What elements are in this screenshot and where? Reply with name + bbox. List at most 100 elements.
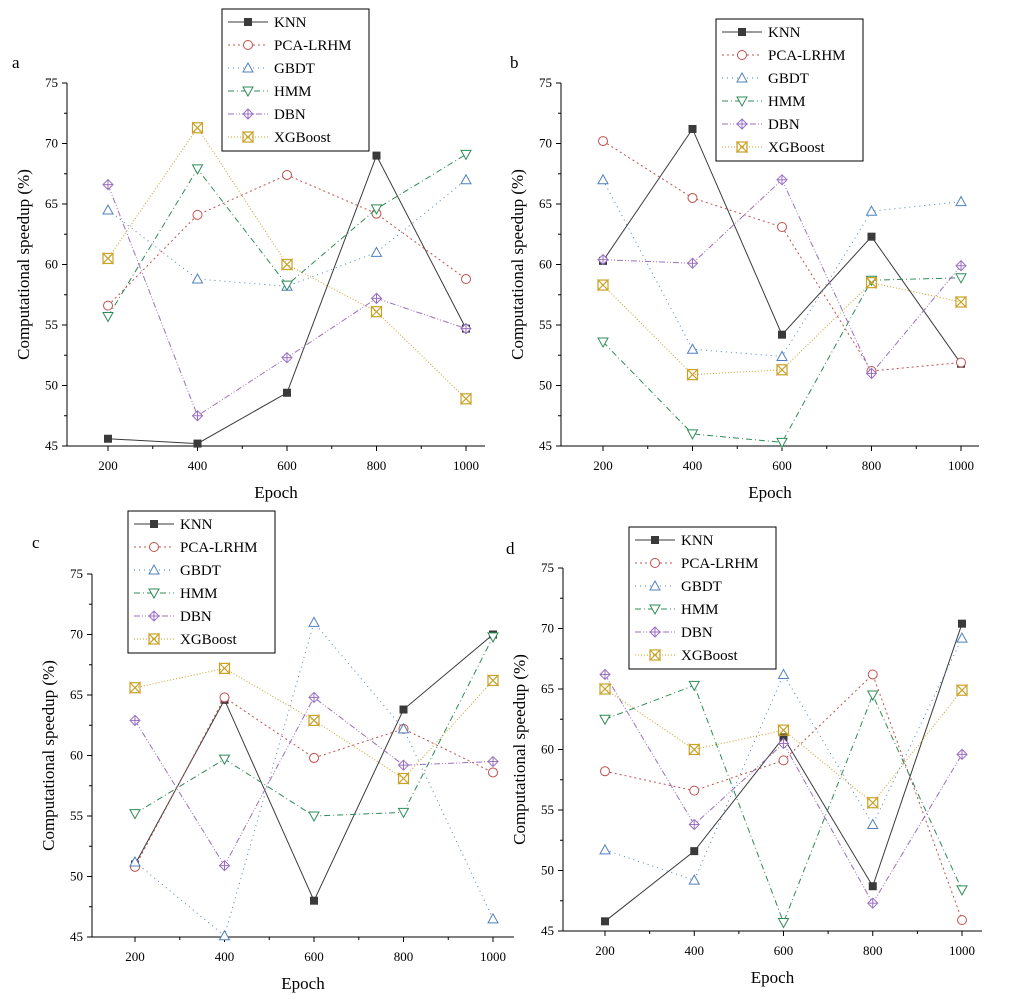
legend-marker <box>736 118 748 130</box>
data-point-hmm <box>281 280 293 292</box>
data-point-knn <box>283 388 291 397</box>
x-tick-label: 1000 <box>480 949 506 964</box>
data-point-dbn <box>218 859 231 872</box>
data-point-dbn <box>956 748 968 761</box>
legend-marker <box>148 563 160 575</box>
legend-label-xgboost: XGBoost <box>768 140 826 156</box>
y-tick-label: 60 <box>541 742 554 757</box>
data-point-dbn <box>776 174 788 186</box>
data-point-xgboost <box>777 723 790 737</box>
data-point-pca-lrhm <box>192 209 203 220</box>
legend-label-gbdt: GBDT <box>180 563 221 579</box>
data-point-xgboost <box>370 305 383 319</box>
data-point-gbdt <box>686 343 699 354</box>
data-point-dbn <box>370 292 383 305</box>
data-point-xgboost <box>955 295 967 309</box>
data-point-dbn <box>865 367 878 380</box>
data-point-knn <box>399 705 408 714</box>
data-point-hmm <box>686 429 699 440</box>
data-point-knn <box>958 619 966 628</box>
panel-letter: d <box>506 539 515 558</box>
data-point-dbn <box>129 714 141 727</box>
y-tick-label: 45 <box>45 438 58 453</box>
data-point-hmm <box>397 807 410 819</box>
data-point-pca-lrhm <box>956 357 966 368</box>
legend-box <box>628 526 777 670</box>
y-tick-label: 50 <box>45 378 58 393</box>
legend: KNN PCA-LRHM GBDT HMM DBN XGBoost <box>715 18 864 162</box>
y-tick-label: 45 <box>539 438 552 453</box>
legend-label-gbdt: GBDT <box>768 71 809 87</box>
data-point-xgboost <box>460 392 472 406</box>
x-axis-label: Epoch <box>751 968 795 987</box>
data-point-gbdt <box>688 874 701 885</box>
data-point-dbn <box>777 737 790 750</box>
series-line-hmm <box>604 684 963 924</box>
data-point-knn <box>779 733 788 742</box>
y-tick-label: 55 <box>45 317 58 332</box>
data-point-xgboost <box>397 772 410 785</box>
y-axis-label: Computational speedup (%) <box>39 660 58 851</box>
legend-label-hmm: HMM <box>768 94 806 110</box>
series-line-dbn <box>604 674 963 905</box>
data-point-gbdt <box>865 205 878 216</box>
data-point-gbdt <box>102 204 114 215</box>
legend-label-gbdt: GBDT <box>274 61 315 77</box>
series-line-hmm <box>602 277 962 443</box>
x-tick-label: 200 <box>595 943 615 958</box>
data-point-xgboost <box>308 713 320 727</box>
y-tick-label: 75 <box>45 75 58 90</box>
data-point-gbdt <box>487 912 499 924</box>
legend-label-hmm: HMM <box>180 586 218 602</box>
legend-label-knn: KNN <box>768 25 801 41</box>
data-point-dbn <box>867 897 879 909</box>
legend-marker <box>150 520 158 528</box>
data-point-pca-lrhm <box>957 915 967 926</box>
legend-label-hmm: HMM <box>681 602 719 618</box>
y-tick-label: 70 <box>539 136 552 151</box>
legend-marker <box>649 579 661 591</box>
y-tick-label: 55 <box>541 802 554 817</box>
data-point-hmm <box>777 918 790 929</box>
data-point-knn <box>867 232 876 241</box>
data-point-xgboost <box>956 683 968 697</box>
data-point-knn <box>372 151 381 160</box>
data-point-gbdt <box>597 173 609 185</box>
series-line-pca-lrhm <box>134 696 494 868</box>
legend-marker <box>242 108 254 120</box>
data-point-pca-lrhm <box>219 692 230 703</box>
y-tick-label: 65 <box>70 687 83 702</box>
data-point-dbn <box>460 322 472 335</box>
panel-letter: c <box>32 533 40 552</box>
data-point-xgboost <box>776 363 788 377</box>
x-tick-label: 400 <box>683 458 703 473</box>
data-point-pca-lrhm <box>461 274 471 285</box>
legend-marker <box>149 542 159 552</box>
data-point-knn <box>778 330 786 339</box>
data-point-hmm <box>218 754 231 766</box>
data-point-knn <box>310 896 318 905</box>
data-point-knn <box>104 434 112 443</box>
legend-marker <box>736 71 748 83</box>
legend-marker <box>649 604 661 616</box>
y-tick-label: 55 <box>539 317 552 332</box>
y-tick-label: 55 <box>70 808 83 823</box>
data-point-dbn <box>397 759 410 771</box>
y-tick-label: 60 <box>539 257 552 272</box>
data-point-hmm <box>597 337 609 348</box>
legend: KNN PCA-LRHM GBDT HMM DBN XGBoost <box>628 526 777 670</box>
legend-marker <box>242 130 254 144</box>
series-line-hmm <box>107 153 467 317</box>
x-tick-label: 200 <box>125 949 145 964</box>
data-point-gbdt <box>777 668 790 679</box>
legend: KNN PCA-LRHM GBDT HMM DBN XGBoost <box>221 8 370 152</box>
data-point-knn <box>601 917 609 926</box>
legend-label-dbn: DBN <box>274 107 306 123</box>
data-point-dbn <box>599 668 611 681</box>
x-axis-label: Epoch <box>254 483 298 502</box>
data-point-hmm <box>487 632 499 643</box>
chart-panel-c: 45 50 55 60 65 70 75 200 400 600 800 1000 Epoch Compu… <box>32 510 514 993</box>
data-point-xgboost <box>102 252 114 265</box>
data-point-xgboost <box>865 276 878 290</box>
